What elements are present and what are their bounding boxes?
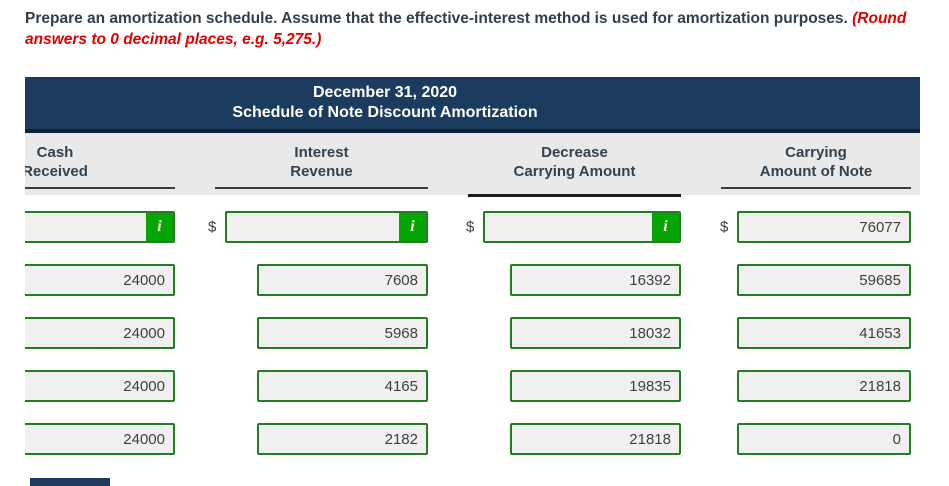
input-decrease-carrying-amount-row5[interactable] (510, 423, 681, 455)
cell-carrying-amount (721, 370, 920, 402)
input-carrying-amount-row1[interactable] (737, 211, 911, 243)
input-carrying-amount-row4[interactable] (737, 370, 911, 402)
cell-decrease-carrying-amount (468, 317, 721, 349)
instruction-emphasis: (Round answers to 0 decimal places, e.g.… (25, 10, 907, 48)
instruction-text: Prepare an amortization schedule. Assume… (25, 8, 925, 50)
header-line: Revenue (290, 163, 353, 180)
column-header-decrease-carrying-amount: Decrease Carrying Amount (468, 143, 721, 197)
cell-carrying-amount (721, 317, 920, 349)
input-interest-revenue-row5[interactable] (257, 423, 428, 455)
input-cash-received-row3[interactable] (25, 317, 175, 349)
input-carrying-amount-row5[interactable] (737, 423, 911, 455)
header-underline (25, 187, 175, 189)
cell-carrying-amount (721, 264, 920, 296)
header-line: Carrying Amount (513, 163, 636, 180)
input-carrying-amount-row2[interactable] (737, 264, 911, 296)
input-interest-revenue-row4[interactable] (257, 370, 428, 402)
table-row: $ i $ i $ (25, 211, 920, 243)
cell-cash-received (25, 264, 215, 296)
cell-interest-revenue: $ i (208, 211, 468, 243)
column-header-interest-revenue: Interest Revenue (215, 143, 468, 190)
schedule-title-bar: December 31, 2020 Schedule of Note Disco… (25, 77, 920, 133)
cell-cash-received (25, 370, 215, 402)
table-row (25, 317, 920, 349)
header-line: Carrying (785, 144, 847, 161)
header-line: Interest (294, 144, 349, 161)
cell-decrease-carrying-amount (468, 423, 721, 455)
input-cash-received-row4[interactable] (25, 370, 175, 402)
info-button[interactable]: i (146, 213, 173, 241)
header-line: Amount of Note (759, 163, 873, 180)
header-line: Cash (36, 144, 74, 161)
header-line: Received (25, 163, 88, 180)
info-button[interactable]: i (399, 213, 426, 241)
cell-interest-revenue (215, 264, 468, 296)
cell-decrease-carrying-amount (468, 264, 721, 296)
input-interest-revenue-row2[interactable] (257, 264, 428, 296)
table-row (25, 264, 920, 296)
schedule-title-name: Schedule of Note Discount Amortization (232, 104, 538, 121)
cell-cash-received (25, 423, 215, 455)
cell-decrease-carrying-amount: $ i (466, 211, 721, 243)
input-cash-received-row5[interactable] (25, 423, 175, 455)
info-button[interactable]: i (652, 213, 679, 241)
dollar-sign: $ (466, 218, 475, 236)
header-underline (215, 187, 428, 189)
schedule-table: December 31, 2020 Schedule of Note Disco… (25, 77, 920, 455)
cell-cash-received: $ i (25, 211, 215, 243)
dollar-sign: $ (208, 218, 217, 236)
table-row (25, 423, 920, 455)
cell-carrying-amount (721, 423, 920, 455)
schedule-title-date: December 31, 2020 (312, 84, 458, 101)
input-interest-revenue-row1[interactable] (227, 213, 399, 241)
input-decrease-carrying-amount-row1[interactable] (485, 213, 652, 241)
input-interest-revenue-row3[interactable] (257, 317, 428, 349)
next-section-partial (30, 478, 110, 486)
cell-decrease-carrying-amount (468, 370, 721, 402)
header-line: Decrease (541, 144, 608, 161)
instruction-main: Prepare an amortization schedule. Assume… (25, 10, 853, 27)
table-row (25, 370, 920, 402)
cell-cash-received (25, 317, 215, 349)
cell-interest-revenue (215, 370, 468, 402)
column-header-cash-received: Cash Received (25, 143, 215, 190)
input-decrease-carrying-amount-row3[interactable] (510, 317, 681, 349)
input-carrying-amount-row3[interactable] (737, 317, 911, 349)
header-underline (468, 194, 681, 197)
header-underline (721, 187, 911, 189)
cell-interest-revenue (215, 423, 468, 455)
input-decrease-carrying-amount-row2[interactable] (510, 264, 681, 296)
input-cash-received-row2[interactable] (25, 264, 175, 296)
column-header-band: Cash Received Interest Revenue Decrease … (25, 133, 920, 197)
cell-interest-revenue (215, 317, 468, 349)
dollar-sign: $ (720, 218, 729, 236)
input-cash-received-row1[interactable] (25, 213, 146, 241)
column-header-carrying-amount-of-note: Carrying Amount of Note (721, 143, 920, 190)
cell-carrying-amount: $ (720, 211, 920, 243)
input-decrease-carrying-amount-row4[interactable] (510, 370, 681, 402)
